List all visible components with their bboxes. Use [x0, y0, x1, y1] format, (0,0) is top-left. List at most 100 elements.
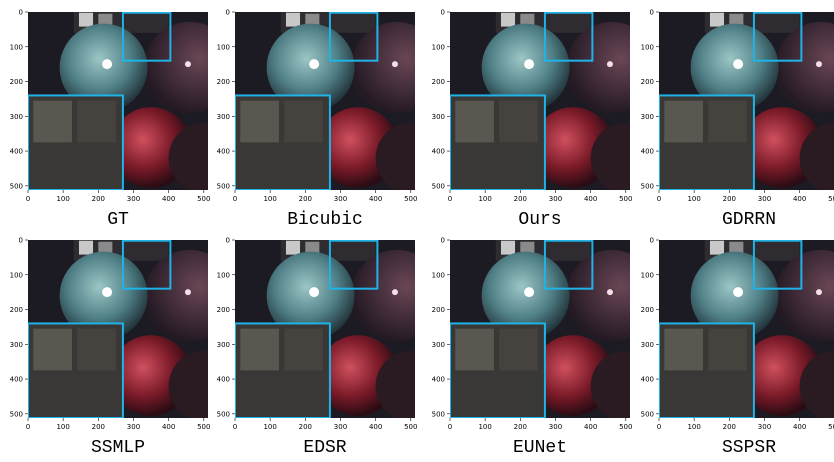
x-tick-label: 100 — [687, 195, 700, 203]
inset-patch — [33, 329, 72, 371]
y-tick-label: 200 — [432, 78, 445, 86]
y-tick-label: 500 — [641, 410, 654, 418]
x-tick-label: 300 — [334, 195, 347, 203]
highlight — [816, 289, 822, 295]
inset-patch — [708, 101, 747, 143]
inset-patch — [240, 101, 279, 143]
inset-patch — [499, 329, 538, 371]
y-tick-label: 400 — [10, 376, 23, 384]
y-tick-label: 200 — [10, 306, 23, 314]
inset-patch — [240, 329, 279, 371]
sphere — [566, 250, 657, 341]
highlight — [524, 287, 534, 297]
patch — [710, 13, 724, 27]
y-tick-label: 500 — [641, 182, 654, 190]
panel: 01002003004005000100200300400500GDRRN — [641, 9, 834, 231]
y-tick-label: 0 — [650, 9, 654, 17]
inset-patch — [664, 329, 703, 371]
figure: 01002003004005000100200300400500GT010020… — [0, 0, 834, 462]
y-tick-label: 300 — [641, 341, 654, 349]
x-tick-label: 200 — [92, 423, 105, 431]
x-tick-label: 300 — [549, 195, 562, 203]
highlight — [733, 287, 743, 297]
sphere — [144, 22, 235, 113]
y-tick-label: 100 — [10, 271, 23, 279]
image — [659, 12, 834, 193]
x-tick-label: 500 — [828, 423, 834, 431]
y-tick-label: 0 — [226, 237, 230, 245]
patch — [710, 241, 724, 255]
y-tick-label: 0 — [441, 237, 445, 245]
x-tick-label: 300 — [127, 423, 140, 431]
x-tick-label: 200 — [514, 423, 527, 431]
panel: 01002003004005000100200300400500Ours — [432, 9, 661, 231]
x-tick-label: 500 — [197, 195, 210, 203]
highlight — [102, 59, 112, 69]
x-tick-label: 500 — [619, 195, 632, 203]
x-tick-label: 100 — [56, 423, 69, 431]
inset-patch — [33, 101, 72, 143]
highlight — [309, 287, 319, 297]
y-tick-label: 500 — [432, 410, 445, 418]
x-tick-label: 0 — [26, 195, 30, 203]
inset-patch — [708, 329, 747, 371]
x-tick-label: 0 — [26, 423, 30, 431]
y-tick-label: 500 — [217, 182, 230, 190]
x-tick-label: 200 — [514, 195, 527, 203]
image — [28, 240, 239, 421]
image — [450, 12, 661, 193]
x-tick-label: 300 — [758, 195, 771, 203]
y-tick-label: 500 — [10, 182, 23, 190]
panel-label: GT — [107, 210, 129, 230]
y-tick-label: 300 — [432, 341, 445, 349]
x-tick-label: 0 — [233, 195, 237, 203]
highlight — [816, 61, 822, 67]
y-tick-label: 400 — [217, 376, 230, 384]
x-tick-label: 0 — [657, 423, 661, 431]
x-tick-label: 400 — [369, 423, 382, 431]
y-tick-label: 200 — [641, 78, 654, 86]
x-tick-label: 100 — [478, 195, 491, 203]
y-tick-label: 200 — [432, 306, 445, 314]
inset-patch — [455, 101, 494, 143]
y-tick-label: 100 — [217, 271, 230, 279]
y-tick-label: 400 — [641, 376, 654, 384]
x-tick-label: 400 — [369, 195, 382, 203]
x-tick-label: 300 — [334, 423, 347, 431]
y-tick-label: 0 — [441, 9, 445, 17]
y-tick-label: 400 — [10, 148, 23, 156]
inset-patch — [284, 329, 323, 371]
panel-label: SSPSR — [722, 438, 776, 458]
patch — [501, 241, 515, 255]
y-tick-label: 200 — [217, 78, 230, 86]
image — [235, 12, 446, 193]
y-tick-label: 300 — [10, 113, 23, 121]
patch — [286, 241, 300, 255]
y-tick-label: 100 — [432, 43, 445, 51]
highlight — [392, 289, 398, 295]
x-tick-label: 200 — [92, 195, 105, 203]
highlight — [607, 289, 613, 295]
y-tick-label: 200 — [10, 78, 23, 86]
y-tick-label: 200 — [641, 306, 654, 314]
y-tick-label: 0 — [19, 9, 23, 17]
patch — [79, 241, 93, 255]
x-tick-label: 0 — [448, 423, 452, 431]
highlight — [309, 59, 319, 69]
sphere — [566, 22, 657, 113]
highlight — [607, 61, 613, 67]
y-tick-label: 400 — [432, 148, 445, 156]
x-tick-label: 100 — [263, 195, 276, 203]
highlight — [102, 287, 112, 297]
y-tick-label: 300 — [217, 113, 230, 121]
panel-label: Bicubic — [287, 210, 363, 230]
highlight — [733, 59, 743, 69]
x-tick-label: 100 — [478, 423, 491, 431]
sphere — [351, 250, 442, 341]
image — [450, 240, 661, 421]
x-tick-label: 500 — [619, 423, 632, 431]
inset-patch — [77, 329, 116, 371]
y-tick-label: 0 — [226, 9, 230, 17]
